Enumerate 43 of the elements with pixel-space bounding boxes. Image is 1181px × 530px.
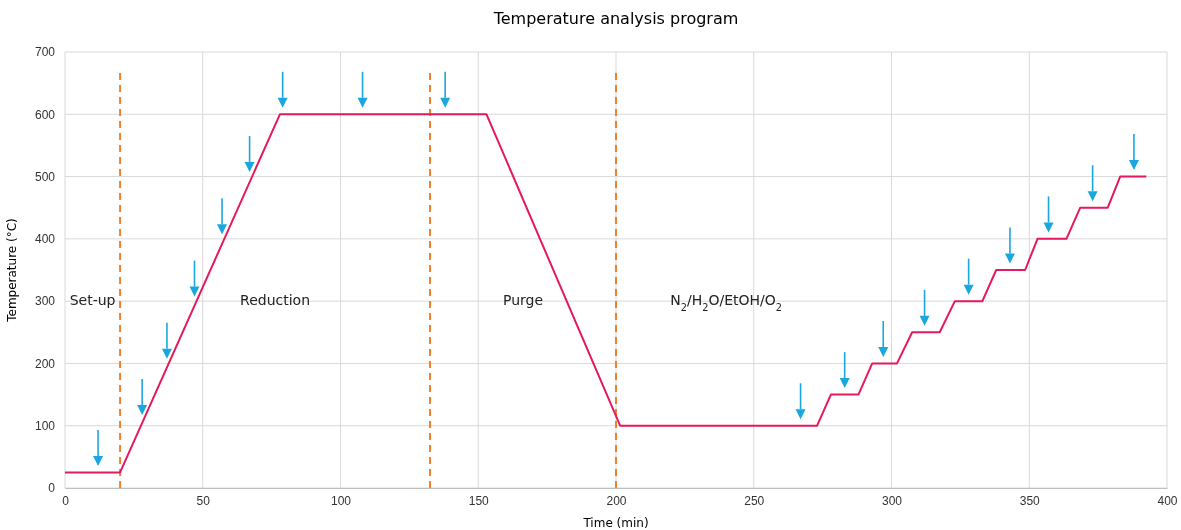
point — [440, 97, 451, 108]
point — [1043, 222, 1054, 233]
y-tick-label: 0 — [48, 481, 56, 496]
x-axis-title: Time (min) — [582, 516, 649, 530]
chart-title: Temperature analysis program — [492, 9, 739, 28]
y-tick-label: 200 — [34, 356, 56, 371]
x-tick-label: 350 — [1019, 493, 1041, 508]
point — [839, 378, 850, 389]
y-axis-title: Temperature (°C) — [5, 218, 19, 323]
point — [137, 404, 148, 415]
point — [963, 284, 974, 295]
annotation: N$_{2}$/H$_{2}$O/EtOH/O$_{2}$ — [670, 291, 783, 313]
x-tick-label: 300 — [881, 493, 903, 508]
point — [277, 97, 288, 108]
x-tick-label: 100 — [330, 493, 352, 508]
annotation: Reduction — [240, 291, 311, 308]
point — [1004, 253, 1015, 264]
point — [1128, 160, 1139, 171]
point — [244, 161, 255, 172]
y-tick-label: 300 — [34, 294, 56, 309]
x-tick-label: 50 — [196, 493, 211, 508]
point — [919, 315, 930, 326]
y-tick-label: 700 — [34, 45, 56, 60]
point — [189, 286, 200, 297]
y-tick-label: 500 — [34, 169, 56, 184]
y-tick-label: 400 — [34, 232, 56, 247]
point — [357, 97, 368, 108]
line-series — [64, 113, 1148, 474]
point — [1087, 191, 1098, 202]
y-tick-label: 100 — [34, 419, 56, 434]
point — [795, 409, 806, 420]
point — [93, 455, 104, 466]
x-tick-label: 400 — [1157, 493, 1178, 508]
annotation: Set-up — [69, 291, 116, 308]
x-tick-label: 250 — [744, 493, 765, 508]
x-tick-label: 200 — [606, 493, 627, 508]
point — [217, 224, 228, 235]
x-tick-label: 0 — [62, 493, 70, 508]
point — [878, 346, 889, 357]
y-tick-label: 600 — [34, 107, 56, 122]
annotation: Purge — [502, 291, 544, 308]
point — [161, 348, 172, 359]
x-tick-label: 150 — [468, 493, 490, 508]
